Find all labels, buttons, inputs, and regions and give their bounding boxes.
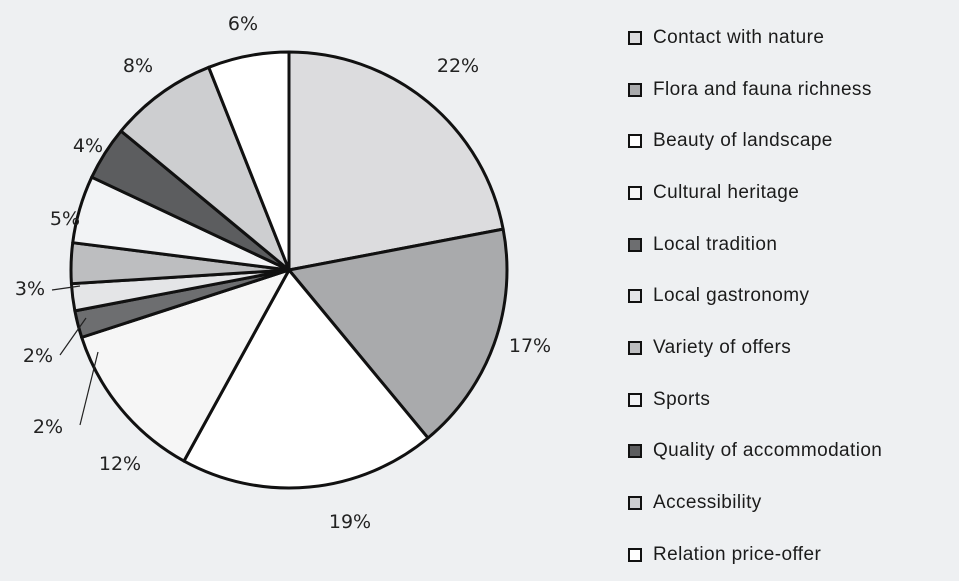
pie-slice (287, 50, 505, 272)
slice-percent-label: 8% (123, 55, 153, 77)
legend-swatch (628, 289, 642, 304)
legend-item: Accessibility (628, 477, 958, 529)
slice-percent-label: 19% (329, 511, 371, 533)
pie-chart: 22% 17% 19% 12% 2% 2% 3% 5% 4% 8% 6% (15, 13, 551, 533)
legend-swatch (628, 340, 642, 355)
legend-item: Contact with nature (628, 12, 958, 64)
legend-swatch (628, 444, 642, 459)
legend-item: Local gastronomy (628, 270, 958, 322)
legend-label: Beauty of landscape (653, 130, 833, 152)
legend-label: Relation price-offer (653, 543, 822, 565)
legend-label: Accessibility (653, 492, 762, 514)
legend-item: Sports (628, 374, 958, 426)
legend-label: Flora and fauna richness (653, 78, 872, 100)
legend-label: Quality of accommodation (653, 440, 883, 462)
slice-percent-label: 22% (437, 55, 479, 77)
legend-item: Quality of accommodation (628, 426, 958, 478)
pie-slice (119, 65, 291, 272)
slice-percent-label: 6% (228, 13, 258, 35)
legend-item: Flora and fauna richness (628, 64, 958, 116)
leader-line (51, 285, 81, 291)
legend-swatch (628, 134, 642, 149)
legend-swatch (628, 185, 642, 200)
legend-label: Cultural heritage (653, 181, 800, 203)
leader-line (79, 351, 99, 426)
legend-swatch (628, 392, 642, 407)
chart-legend: Contact with nature Flora and fauna richn… (628, 12, 958, 581)
legend-label: Local gastronomy (653, 285, 810, 307)
legend-label: Contact with nature (653, 26, 825, 48)
slice-percent-label: 2% (33, 416, 63, 438)
legend-label: Sports (653, 388, 711, 410)
legend-label: Local tradition (653, 233, 778, 255)
legend-item: Local tradition (628, 219, 958, 271)
pie-slice (207, 50, 291, 272)
legend-item: Cultural heritage (628, 167, 958, 219)
pie-slice (287, 227, 509, 440)
legend-label: Variety of offers (653, 336, 792, 358)
legend-swatch (628, 237, 642, 252)
slice-percent-label: 17% (509, 335, 551, 357)
legend-item: Variety of offers (628, 322, 958, 374)
slice-percent-label: 3% (15, 278, 45, 300)
legend-swatch (628, 82, 642, 97)
legend-item: Relation price-offer (628, 529, 958, 581)
slice-percent-label: 2% (23, 345, 53, 367)
slice-percent-label: 5% (50, 208, 80, 230)
leader-line (59, 317, 87, 356)
legend-swatch (628, 30, 642, 45)
legend-swatch (628, 547, 642, 562)
legend-swatch (628, 496, 642, 511)
legend-item: Beauty of landscape (628, 115, 958, 167)
pie-slice (182, 268, 430, 490)
pie-slice (80, 268, 291, 463)
slice-percent-label: 4% (73, 135, 103, 157)
slice-percent-label: 12% (99, 453, 141, 475)
